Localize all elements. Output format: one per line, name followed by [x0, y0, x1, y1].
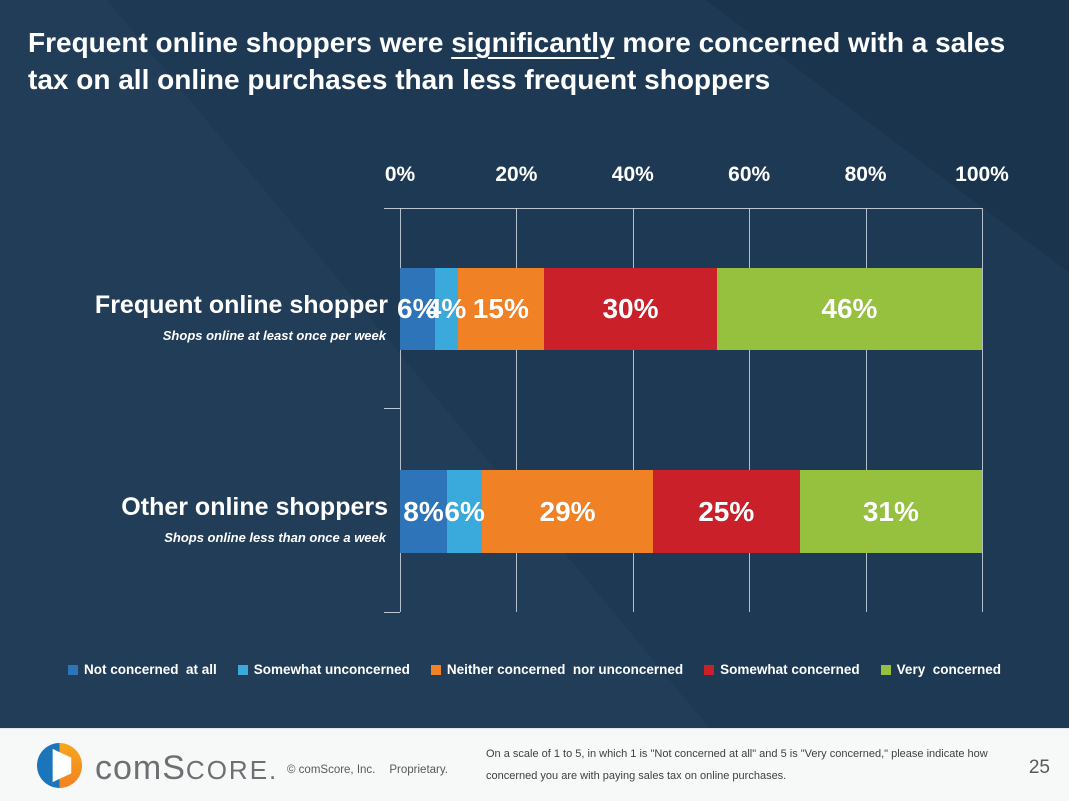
bar-segment-somewhat-unconcerned: 6%: [444, 470, 485, 553]
bar-segment-label: 8%: [403, 495, 444, 527]
category-sublabel: Shops online at least once per week: [162, 328, 386, 343]
bar-segment-label: 29%: [539, 495, 596, 527]
copyright-text: © comScore, Inc. Proprietary.: [287, 764, 448, 776]
axis-tick-label: 60%: [728, 163, 771, 186]
x-axis-labels: 0% 20% 40% 60% 80% 100%: [385, 163, 1009, 189]
title-underlined-word: significantly: [451, 27, 615, 58]
bar-segment-label: 4%: [425, 293, 467, 324]
axis-tick-label: 80%: [844, 163, 887, 186]
bar-segment-somewhat-concerned: 30%: [544, 268, 717, 350]
title-suffix: more concerned with a sales tax on all o…: [28, 27, 1006, 95]
bar-segment-label: 30%: [602, 293, 659, 324]
axis-tick-label: 0%: [384, 163, 416, 186]
bar-segment-label: 15%: [472, 293, 529, 324]
bar-segment-very-concerned: 46%: [716, 268, 982, 350]
legend-swatch: [704, 664, 715, 675]
legend-item: Very concerned: [880, 662, 1001, 677]
bar-segment-not-concerned-at-all: 8%: [400, 470, 448, 553]
axis-bottom-tick: [384, 612, 400, 613]
footer: com S CORE. © comScore, Inc. Proprietary. O…: [0, 728, 1069, 801]
proprietary-label: Proprietary.: [389, 764, 448, 776]
axis-top-line: [384, 208, 982, 209]
bar-segment-label: 25%: [698, 495, 755, 527]
category-divider-tick: [384, 408, 400, 409]
category-label-block: Frequent online shopper Shops online at l…: [0, 290, 388, 344]
bar-segment-somewhat-concerned: 25%: [652, 470, 800, 553]
axis-tick-label: 20%: [495, 163, 538, 186]
comscore-wordmark: com S CORE.: [95, 749, 277, 788]
bar-segment-somewhat-unconcerned: 4%: [426, 268, 466, 350]
legend-item: Somewhat concerned: [704, 662, 860, 677]
bar-segment-very-concerned: 31%: [799, 470, 982, 553]
grid-line: [632, 208, 634, 612]
category-sublabel: Shops online less than once a week: [164, 530, 386, 545]
category-label: Frequent online shopper: [94, 291, 388, 319]
grid-line: [516, 208, 518, 612]
category-label-block: Other online shoppers Shops online less t…: [0, 492, 388, 546]
plot-area: [384, 208, 983, 613]
legend-swatch: [68, 664, 79, 675]
bar-segment-label: 6%: [397, 293, 438, 324]
category-label: Other online shoppers: [121, 493, 388, 521]
bar-row: 6% 4% 15% 30% 46%: [397, 268, 982, 350]
footnote-line-1: On a scale of 1 to 5, in which 1 is "Not…: [486, 748, 988, 760]
legend-item: Neither concerned nor unconcerned: [430, 662, 684, 677]
legend-item: Somewhat unconcerned: [237, 662, 410, 677]
bar-row: 8% 6% 29% 25% 31%: [400, 470, 982, 553]
legend-swatch: [430, 664, 441, 675]
bar-segment-neither-concerned-nor-unconcerned: 15%: [457, 268, 545, 350]
legend-label: Not concerned at all: [84, 662, 217, 677]
bar-segment-label: 46%: [821, 293, 878, 324]
legend-swatch: [880, 664, 891, 675]
wordmark-dot: .: [269, 754, 278, 785]
wordmark-com: com: [95, 748, 163, 787]
grid-line: [749, 208, 751, 612]
grid-line: [982, 208, 983, 612]
comscore-logo: com S CORE.: [36, 742, 277, 794]
slide-title: Frequent online shoppers were significan…: [28, 24, 1018, 98]
wordmark-s: S: [162, 748, 186, 787]
legend-label: Somewhat unconcerned: [253, 662, 410, 677]
legend-label: Somewhat concerned: [720, 662, 860, 677]
legend-swatch: [237, 664, 248, 675]
survey-question-footnote: On a scale of 1 to 5, in which 1 is "Not…: [486, 743, 988, 787]
legend-label: Neither concerned nor unconcerned: [446, 662, 684, 677]
bar-segment-label: 6%: [444, 495, 485, 527]
title-prefix: Frequent online shoppers were: [28, 27, 452, 58]
grid-line: [400, 208, 401, 612]
legend-item: Not concerned at all: [68, 662, 217, 677]
legend-label: Very concerned: [896, 662, 1001, 677]
chart-legend: Not concerned at all Somewhat unconcerned…: [0, 662, 1069, 677]
comscore-logo-icon: [36, 742, 83, 794]
page-number: 25: [1028, 757, 1050, 778]
bar-segment-neither-concerned-nor-unconcerned: 29%: [482, 470, 653, 553]
grid-line: [865, 208, 867, 612]
bar-segment-not-concerned-at-all: 6%: [397, 268, 438, 350]
copyright-company: © comScore, Inc.: [287, 764, 376, 776]
footnote-line-2: concerned you are with paying sales tax …: [486, 770, 787, 782]
bar-segment-label: 31%: [862, 495, 919, 527]
axis-tick-label: 100%: [955, 163, 1009, 186]
axis-tick-label: 40%: [611, 163, 654, 186]
wordmark-core: CORE: [185, 754, 270, 785]
